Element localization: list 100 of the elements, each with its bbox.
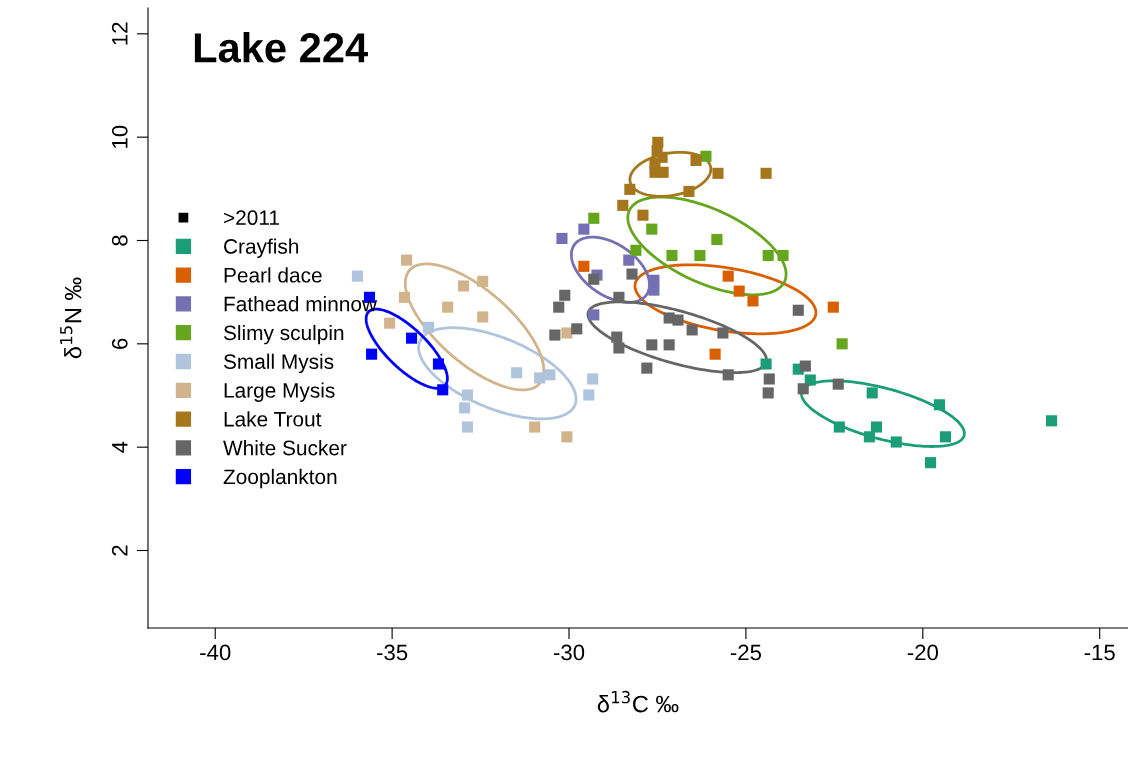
legend-label: Pearl dace <box>224 267 322 283</box>
point <box>559 289 571 301</box>
point <box>683 185 695 197</box>
point <box>351 270 363 282</box>
legend-label: Lake Trout <box>224 411 322 427</box>
point <box>529 421 541 433</box>
point <box>578 223 590 235</box>
point <box>617 199 629 211</box>
legend-label: Fathead minnow <box>224 296 378 312</box>
legend-label: White Sucker <box>223 440 347 456</box>
y-axis-title: δ$^{15}$N ‰ <box>60 277 82 359</box>
point <box>827 301 839 313</box>
point <box>646 223 658 235</box>
legend-label: Small Mysis <box>223 353 334 374</box>
point <box>613 342 625 354</box>
point <box>711 233 723 246</box>
point <box>432 358 445 370</box>
point <box>648 284 660 296</box>
point <box>442 301 454 313</box>
point <box>722 369 734 381</box>
point <box>760 358 772 370</box>
point <box>587 373 599 385</box>
point <box>733 285 745 297</box>
point <box>624 183 636 195</box>
x-tick-label: -30 <box>553 644 585 661</box>
point <box>556 232 568 244</box>
y-tick-label: 10 <box>111 125 128 148</box>
y-tick-label: 4 <box>112 441 128 453</box>
point <box>762 249 774 262</box>
point <box>762 387 774 399</box>
point <box>384 317 396 329</box>
point <box>925 457 937 469</box>
point <box>477 275 489 287</box>
point <box>717 327 729 339</box>
point <box>870 421 883 433</box>
legend-label: Crayfish <box>224 238 299 258</box>
point <box>637 209 649 221</box>
point <box>833 421 845 433</box>
point <box>1046 415 1058 427</box>
chart-title: Lake 224 <box>194 31 368 63</box>
point <box>630 244 642 256</box>
point <box>423 321 435 333</box>
legend-label: Slimy sculpin <box>223 324 344 345</box>
legend-label: Zooplankton <box>223 468 337 489</box>
point <box>939 431 951 443</box>
y-tick-label: 6 <box>111 338 128 349</box>
y-tick-label: 8 <box>111 235 128 246</box>
point <box>398 291 411 303</box>
x-axis-title: δ$^{13}$C ‰ <box>597 690 679 713</box>
point <box>777 249 789 262</box>
point <box>461 389 474 401</box>
point <box>477 311 489 323</box>
point <box>588 309 600 321</box>
point <box>690 154 702 166</box>
point <box>792 304 804 316</box>
point <box>663 339 675 351</box>
x-tick-label: -40 <box>200 644 231 661</box>
x-tick-label: -25 <box>730 644 762 661</box>
point <box>561 431 573 443</box>
point <box>623 254 635 266</box>
point <box>890 436 902 448</box>
point <box>406 332 418 344</box>
legend-title: >2011 <box>224 210 279 226</box>
x-tick-label: -15 <box>1084 644 1115 661</box>
point <box>649 166 661 178</box>
point <box>641 362 653 374</box>
point <box>437 384 449 396</box>
point <box>583 389 595 401</box>
point <box>544 369 556 381</box>
point <box>763 373 775 385</box>
point <box>459 402 471 414</box>
point <box>401 254 413 266</box>
point <box>561 327 573 339</box>
point <box>553 301 565 313</box>
point <box>588 212 600 224</box>
point <box>611 331 623 343</box>
point <box>571 323 583 335</box>
point <box>549 329 561 341</box>
point <box>578 260 590 272</box>
point <box>933 399 945 411</box>
x-tick-label: -35 <box>377 644 408 661</box>
point <box>534 372 546 384</box>
x-tick-label: -20 <box>907 644 938 661</box>
point <box>588 273 600 285</box>
point <box>646 339 658 351</box>
point <box>797 383 809 395</box>
y-tick-label: 12 <box>111 22 128 45</box>
point <box>722 270 734 282</box>
y-tick-label: 2 <box>111 545 128 556</box>
point <box>458 280 470 292</box>
point <box>686 324 698 336</box>
point <box>672 314 684 326</box>
point <box>760 167 772 179</box>
point <box>709 348 721 360</box>
point <box>666 249 678 262</box>
point <box>799 360 811 372</box>
point <box>511 367 523 379</box>
point <box>366 348 378 360</box>
point <box>626 268 638 280</box>
point <box>836 338 848 350</box>
